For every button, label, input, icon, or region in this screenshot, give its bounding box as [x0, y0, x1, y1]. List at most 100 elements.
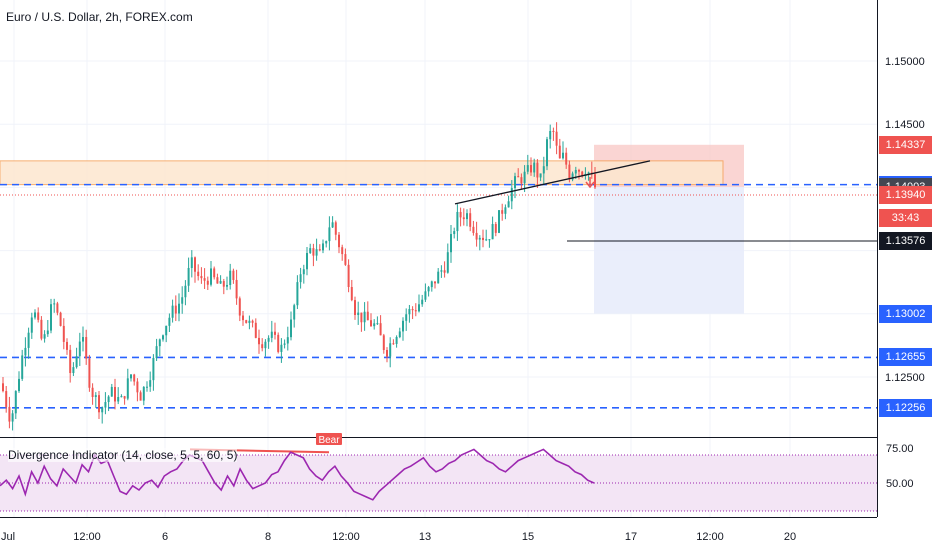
candle-body	[370, 320, 372, 327]
candle-body	[248, 320, 251, 323]
candle-body	[360, 312, 363, 323]
candle-body	[251, 320, 254, 323]
price-label: 1.14337	[879, 135, 932, 154]
candle-body	[462, 217, 465, 220]
candle-body	[338, 234, 340, 248]
candle-body	[434, 281, 436, 284]
candle-body	[53, 303, 56, 305]
candle-body	[530, 165, 532, 173]
price-axis-ticks[interactable]: 1.15000 1.14500 1.12500	[885, 56, 925, 384]
candle-body	[504, 207, 507, 214]
candle-body	[552, 130, 555, 132]
candle-body	[110, 386, 113, 397]
candle-body	[395, 337, 398, 344]
time-tick-label: 20	[784, 531, 796, 543]
candle-body	[363, 311, 366, 323]
candle-body	[498, 210, 500, 233]
candle-body	[146, 386, 148, 388]
candle-body	[402, 320, 404, 332]
candle-body	[162, 335, 164, 340]
time-tick-label: 12:00	[696, 531, 724, 543]
candle-body	[523, 171, 526, 184]
candle-body	[171, 305, 174, 318]
candle-body	[491, 224, 494, 240]
candle-body	[226, 284, 228, 287]
resistance-zone[interactable]	[0, 160, 724, 186]
candle-body	[75, 356, 78, 368]
take-profit-zone[interactable]	[594, 187, 744, 314]
candle-body	[261, 344, 264, 349]
candle-body	[270, 331, 273, 338]
candle-body	[178, 303, 180, 314]
candle-body	[450, 234, 452, 253]
candle-body	[299, 274, 302, 283]
candle-body	[210, 268, 212, 285]
candle-body	[344, 254, 347, 265]
horizontal-levels	[0, 183, 877, 409]
trendline[interactable]	[454, 160, 651, 205]
candle-body	[203, 278, 206, 281]
candle-body	[133, 374, 136, 382]
candle-body	[274, 331, 276, 335]
candle-body	[235, 279, 238, 299]
candle-body	[8, 406, 11, 422]
candle-body	[456, 211, 459, 232]
candle-body	[555, 131, 558, 146]
candle-body	[376, 323, 379, 325]
candle-body	[578, 169, 580, 172]
candle-body	[229, 270, 232, 285]
candle-body	[306, 252, 308, 270]
candle-body	[514, 176, 516, 189]
candle-body	[507, 201, 510, 208]
candle-body	[174, 305, 177, 314]
candle-body	[37, 312, 40, 320]
candle-body	[565, 152, 568, 165]
candle-body	[126, 378, 129, 399]
candle-body	[136, 381, 139, 393]
candle-body	[526, 165, 529, 172]
candle-body	[94, 395, 97, 397]
candle-body	[101, 407, 104, 413]
candle-body	[350, 287, 353, 301]
candle-body	[264, 341, 267, 349]
time-tick-label: 12:00	[73, 531, 101, 543]
candle-body	[2, 383, 4, 392]
rsi-axis-ticks[interactable]: 75.00 50.00	[886, 443, 914, 490]
candle-body	[280, 344, 283, 352]
candle-body	[206, 280, 209, 285]
rsi-tick-label: 75.00	[886, 443, 914, 455]
candle-body	[587, 172, 590, 174]
candle-body	[168, 317, 171, 326]
candle-body	[197, 271, 200, 277]
candle-body	[379, 323, 382, 336]
candle-body	[245, 320, 248, 323]
candle-body	[296, 282, 299, 306]
candle-body	[104, 402, 107, 408]
candle-body	[411, 309, 414, 311]
candle-body	[293, 305, 296, 320]
candle-body	[568, 164, 571, 180]
candle-body	[152, 357, 155, 381]
candle-body	[366, 311, 369, 321]
candle-body	[546, 139, 548, 167]
candle-body	[149, 380, 152, 387]
candle-body	[517, 176, 520, 178]
time-axis-ticks[interactable]: Jul 12:00 6 8 12:00 13 15 17 12:00 20	[1, 531, 796, 543]
candle-body	[558, 145, 561, 159]
time-tick-label: 8	[265, 531, 271, 543]
price-label: 1.13002	[879, 304, 932, 323]
candle-body	[357, 312, 360, 315]
candle-body	[72, 367, 75, 374]
price-label: 1.13576	[879, 231, 932, 250]
candle-body	[414, 310, 417, 312]
candle-body	[216, 277, 219, 284]
candle-body	[341, 247, 344, 255]
candle-body	[88, 358, 91, 388]
candle-body	[18, 378, 20, 392]
candle-body	[533, 162, 536, 173]
candle-body	[424, 291, 427, 300]
candle-body	[46, 330, 49, 335]
candle-body	[485, 239, 488, 241]
time-tick-label: 6	[162, 531, 168, 543]
candle-body	[315, 249, 318, 256]
